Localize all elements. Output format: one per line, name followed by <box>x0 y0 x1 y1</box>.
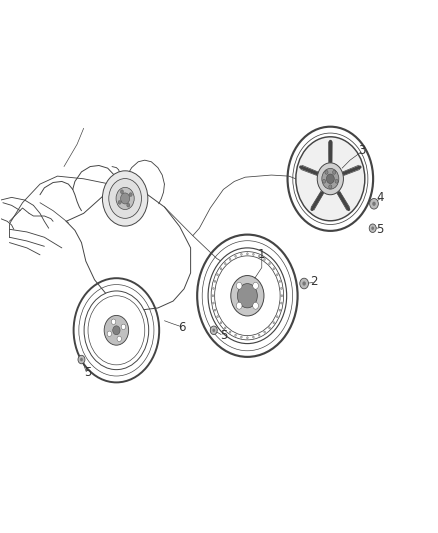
Circle shape <box>372 201 376 206</box>
Circle shape <box>212 302 214 304</box>
Bar <box>119 184 131 207</box>
Circle shape <box>253 302 258 309</box>
Circle shape <box>264 331 265 333</box>
Circle shape <box>78 356 85 364</box>
Circle shape <box>127 203 130 207</box>
Circle shape <box>80 358 83 361</box>
Circle shape <box>121 324 126 329</box>
Circle shape <box>129 192 132 197</box>
Circle shape <box>118 200 121 204</box>
Circle shape <box>229 331 231 333</box>
Circle shape <box>104 316 129 345</box>
Circle shape <box>268 263 270 264</box>
Text: 4: 4 <box>377 191 384 204</box>
Circle shape <box>280 287 282 289</box>
Circle shape <box>296 137 365 221</box>
Text: 1: 1 <box>258 248 265 261</box>
Circle shape <box>217 316 219 318</box>
Circle shape <box>214 309 216 311</box>
Circle shape <box>325 171 328 174</box>
Circle shape <box>332 171 336 174</box>
Circle shape <box>258 334 260 336</box>
Circle shape <box>237 282 242 289</box>
Text: 5: 5 <box>220 329 227 342</box>
Circle shape <box>281 295 283 297</box>
Circle shape <box>109 179 141 219</box>
Circle shape <box>252 336 254 338</box>
Circle shape <box>231 276 264 316</box>
Circle shape <box>224 263 226 264</box>
Circle shape <box>102 171 148 226</box>
Circle shape <box>224 327 226 329</box>
Circle shape <box>237 284 258 308</box>
Circle shape <box>326 174 334 183</box>
Text: 3: 3 <box>359 144 366 157</box>
Circle shape <box>117 336 121 342</box>
Circle shape <box>235 255 237 257</box>
Circle shape <box>120 190 124 193</box>
Circle shape <box>107 331 112 336</box>
Circle shape <box>276 273 278 276</box>
Circle shape <box>220 322 222 324</box>
Circle shape <box>276 316 278 318</box>
Circle shape <box>302 281 306 286</box>
Circle shape <box>273 322 275 324</box>
Circle shape <box>116 188 134 209</box>
Circle shape <box>329 185 332 189</box>
Text: 5: 5 <box>85 366 92 379</box>
Circle shape <box>247 337 248 339</box>
Circle shape <box>111 319 116 325</box>
Circle shape <box>113 326 120 335</box>
Circle shape <box>258 255 260 257</box>
Circle shape <box>240 253 242 255</box>
Circle shape <box>279 309 281 311</box>
Circle shape <box>322 179 326 183</box>
Polygon shape <box>66 184 191 310</box>
Circle shape <box>370 198 378 209</box>
Circle shape <box>120 193 130 204</box>
Circle shape <box>247 253 248 255</box>
Circle shape <box>235 334 237 336</box>
Circle shape <box>212 295 214 297</box>
Circle shape <box>273 268 275 270</box>
Circle shape <box>84 291 149 369</box>
Circle shape <box>214 280 216 282</box>
Circle shape <box>237 302 242 309</box>
Circle shape <box>212 328 215 332</box>
Circle shape <box>317 163 343 195</box>
Circle shape <box>229 259 231 261</box>
Circle shape <box>335 179 338 183</box>
Circle shape <box>369 224 376 232</box>
Circle shape <box>220 268 222 270</box>
Circle shape <box>268 327 270 329</box>
Circle shape <box>212 287 214 289</box>
Circle shape <box>280 302 282 304</box>
Circle shape <box>240 336 242 338</box>
Circle shape <box>210 326 217 335</box>
Circle shape <box>264 259 265 261</box>
Circle shape <box>322 168 339 189</box>
Circle shape <box>253 282 258 289</box>
Text: 5: 5 <box>376 223 383 236</box>
Circle shape <box>217 273 219 276</box>
Circle shape <box>371 227 374 230</box>
Circle shape <box>279 280 281 282</box>
Text: 2: 2 <box>311 275 318 288</box>
Circle shape <box>252 253 254 255</box>
Circle shape <box>208 248 287 344</box>
Circle shape <box>300 278 308 289</box>
Text: 6: 6 <box>178 321 186 334</box>
